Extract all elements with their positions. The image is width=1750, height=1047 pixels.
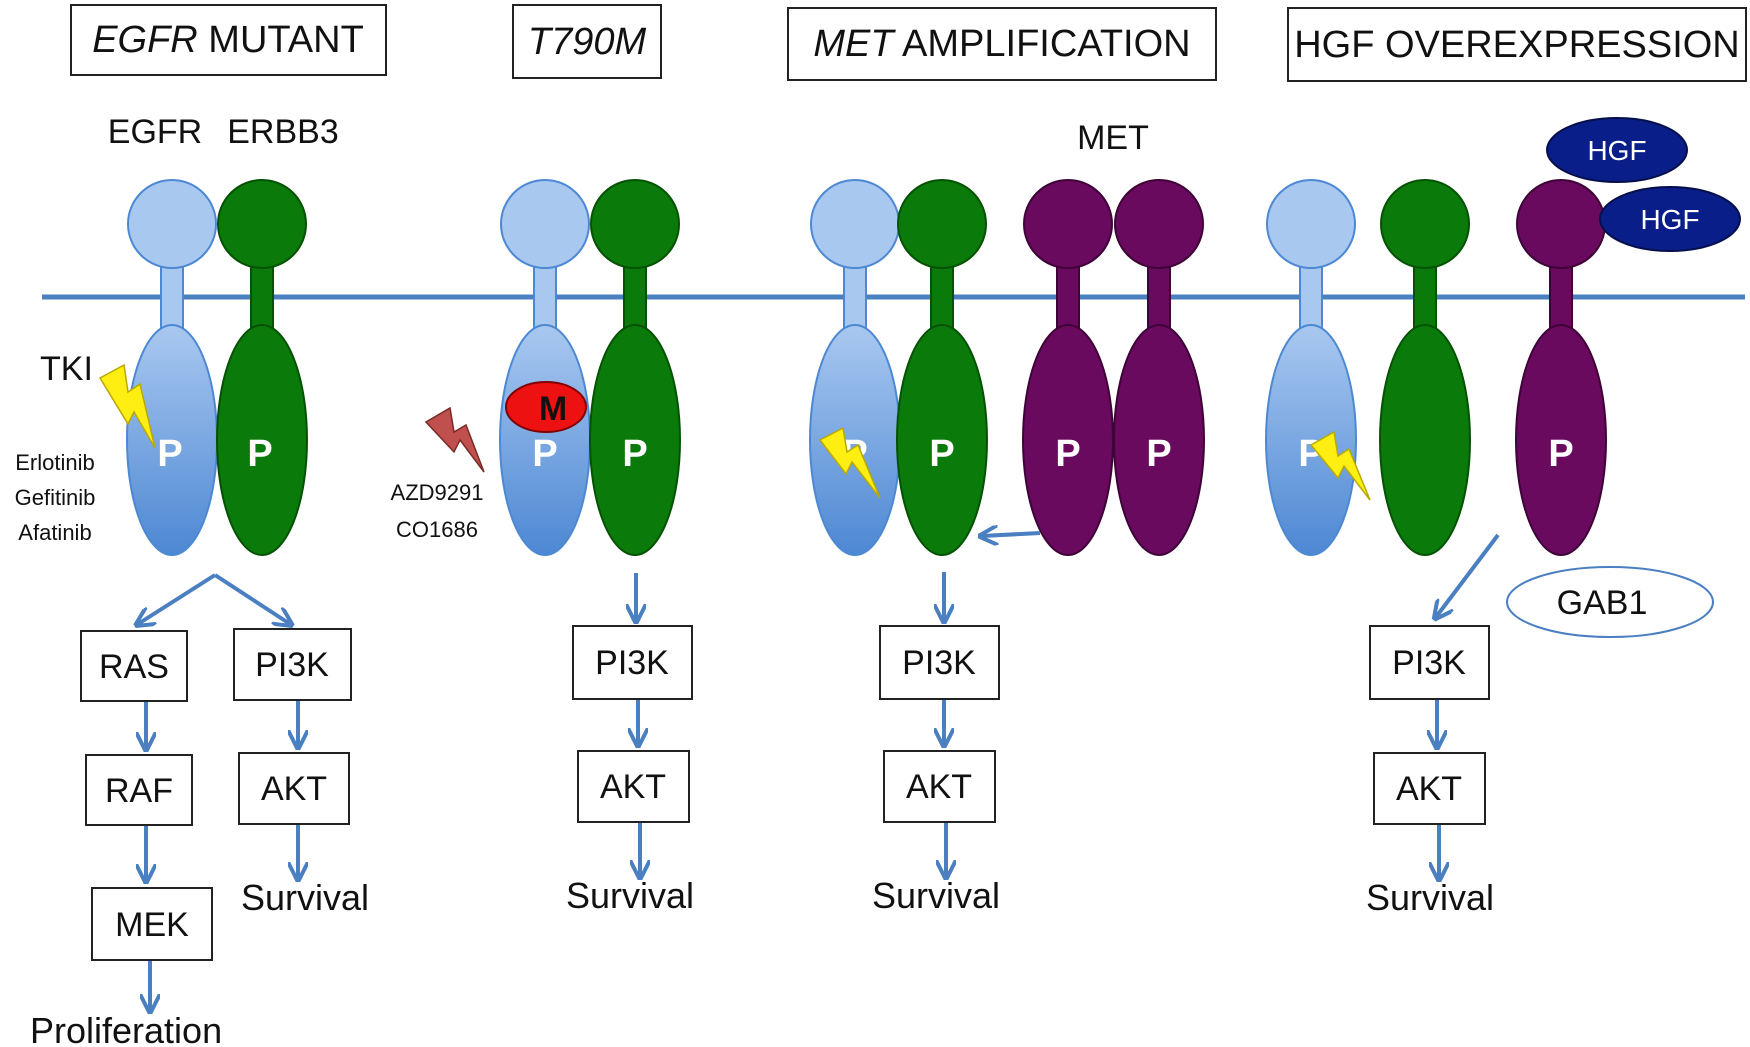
svg-text:AKT: AKT: [906, 768, 972, 806]
ras-node: RAS: [80, 630, 188, 702]
survival-label: Survival: [566, 875, 694, 916]
met-receptor: P: [1113, 179, 1205, 556]
pi3k-node: PI3K: [879, 625, 1000, 700]
met-receptor: P: [1022, 179, 1114, 556]
egfr-receptor: P: [1265, 179, 1357, 556]
erbb3-receptor: P: [589, 179, 681, 556]
svg-text:AKT: AKT: [1396, 770, 1462, 808]
svg-text:T790M: T790M: [528, 21, 647, 63]
svg-text:PI3K: PI3K: [255, 646, 329, 684]
akt-node: AKT: [238, 752, 350, 825]
egfr-receptor: P: [809, 179, 901, 556]
pi3k-node: PI3K: [572, 625, 693, 700]
svg-text:HGF: HGF: [1587, 135, 1646, 166]
svg-text:GAB1: GAB1: [1557, 584, 1648, 622]
phospho-label: P: [157, 433, 182, 475]
erbb3-label: ERBB3: [227, 113, 339, 151]
tki-label: TKI: [40, 350, 93, 388]
proliferation-label: Proliferation: [30, 1010, 222, 1047]
mutation-marker: M: [505, 381, 587, 433]
met-receptor: P: [1515, 179, 1607, 556]
phospho-label: P: [1055, 433, 1080, 475]
svg-text:RAS: RAS: [99, 648, 169, 686]
hgf-ligand: HGF: [1546, 117, 1688, 183]
drug-erlotinib: Erlotinib: [15, 450, 94, 475]
arrow-met-to-erbb3: [982, 533, 1041, 536]
akt-node: AKT: [883, 750, 996, 823]
egfr-t790m-receptor: P: [499, 179, 591, 556]
lightning-bolt-icon: [818, 426, 881, 499]
arrow-to-pi3k: [213, 573, 290, 624]
arrow-to-ras: [138, 573, 217, 624]
lightning-bolt-icon: [98, 363, 156, 449]
erbb3-receptor: [1379, 179, 1471, 556]
phospho-label: P: [1548, 433, 1573, 475]
svg-text:MEK: MEK: [115, 906, 189, 944]
svg-text:M: M: [539, 390, 567, 428]
svg-text:PI3K: PI3K: [595, 644, 669, 682]
akt-node: AKT: [577, 750, 690, 823]
drug-azd9291: AZD9291: [391, 480, 484, 505]
raf-node: RAF: [85, 754, 193, 826]
phospho-label: P: [622, 433, 647, 475]
svg-text:AKT: AKT: [261, 770, 327, 808]
pi3k-node: PI3K: [233, 628, 352, 701]
svg-text:HGF OVEREXPRESSION: HGF OVEREXPRESSION: [1294, 24, 1740, 66]
svg-text:AKT: AKT: [600, 768, 666, 806]
drug-gefitinib: Gefitinib: [15, 485, 96, 510]
mek-node: MEK: [91, 887, 213, 961]
arrow-met-to-pi3k: [1436, 533, 1500, 617]
drug-afatinib: Afatinib: [18, 520, 91, 545]
pi3k-node: PI3K: [1369, 625, 1490, 700]
svg-text:HGF: HGF: [1640, 204, 1699, 235]
panel-header-met-amplification: MET AMPLIFICATION: [787, 7, 1217, 81]
phospho-label: P: [1146, 433, 1171, 475]
svg-text:EGFR MUTANT: EGFR MUTANT: [92, 19, 364, 61]
phospho-label: P: [532, 433, 557, 475]
met-label: MET: [1077, 119, 1149, 157]
hgf-ligand: HGF: [1599, 186, 1741, 252]
egfr-label: EGFR: [108, 113, 202, 151]
egfr-receptor: P: [126, 179, 218, 556]
svg-text:PI3K: PI3K: [902, 644, 976, 682]
survival-label: Survival: [241, 877, 369, 918]
lightning-bolt-red-icon: [424, 406, 485, 473]
phospho-label: P: [247, 433, 272, 475]
panel-header-t790m: T790M: [512, 4, 662, 79]
svg-text:MET AMPLIFICATION: MET AMPLIFICATION: [813, 23, 1190, 65]
survival-label: Survival: [1366, 877, 1494, 918]
erbb3-receptor: P: [216, 179, 308, 556]
akt-node: AKT: [1373, 752, 1486, 825]
svg-text:PI3K: PI3K: [1392, 644, 1466, 682]
survival-label: Survival: [872, 875, 1000, 916]
panel-header-egfr-mutant: EGFR MUTANT: [70, 4, 387, 76]
svg-text:RAF: RAF: [105, 772, 173, 810]
gab1-adaptor: GAB1: [1506, 566, 1714, 638]
lightning-bolt-icon: [1309, 430, 1371, 501]
drug-co1686: CO1686: [396, 517, 478, 542]
panel-header-hgf-overexpression: HGF OVEREXPRESSION: [1287, 7, 1747, 82]
erbb3-receptor: P: [896, 179, 988, 556]
phospho-label: P: [929, 433, 954, 475]
